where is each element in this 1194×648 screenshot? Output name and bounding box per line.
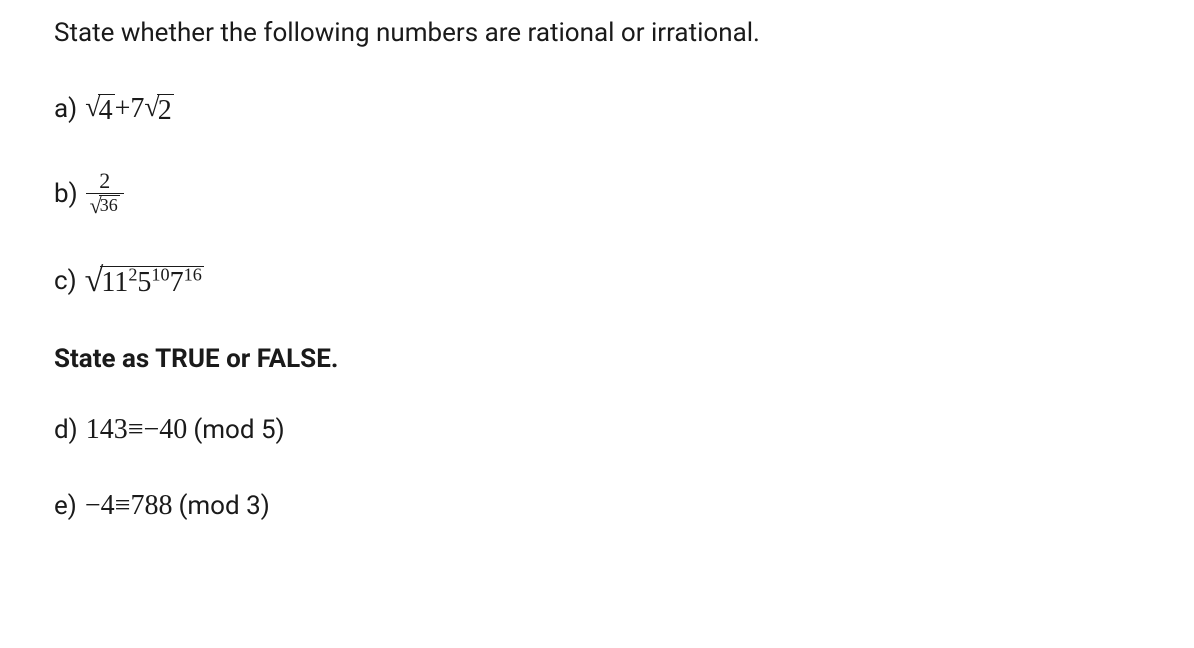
problem-c: c) √ 112510716: [54, 262, 1140, 300]
e-rhs: 788: [130, 490, 172, 522]
coefficient-7: 7: [130, 93, 144, 125]
d-mod-close: ): [276, 415, 285, 445]
problem-e: e) −4 ≡ 788 (mod 3): [54, 490, 1140, 522]
problem-e-expression: −4 ≡ 788 (mod 3): [85, 490, 270, 522]
problem-c-label: c): [54, 266, 77, 296]
sqrt-36: √36: [90, 194, 120, 218]
e-lhs: −4: [85, 490, 115, 522]
base-11: 11: [101, 267, 128, 298]
exp-16: 16: [184, 265, 202, 285]
e-mod-val: 3: [246, 491, 261, 521]
plus-sign: +: [115, 93, 131, 125]
problem-a-expression: √4 + 7 √2: [85, 92, 174, 125]
section-header-1: State whether the following numbers are …: [54, 18, 1140, 48]
problem-e-label: e): [54, 491, 77, 521]
problem-b: b) 2 √36: [54, 169, 1140, 218]
exp-10: 10: [151, 265, 169, 285]
sqrt-2: √2: [144, 92, 173, 125]
sqrt-4: √4: [85, 92, 114, 125]
base-5: 5: [137, 267, 151, 298]
d-lhs: 143: [86, 414, 128, 446]
d-rhs: −40: [144, 414, 188, 446]
sqrt-2-content: 2: [157, 94, 174, 127]
d-mod-open: (mod: [193, 415, 261, 445]
section-header-2: State as TRUE or FALSE.: [54, 344, 1140, 374]
fraction-denominator: √36: [86, 193, 124, 218]
d-mod-val: 5: [261, 415, 276, 445]
problem-d: d) 143 ≡ −40 (mod 5): [54, 414, 1140, 446]
sqrt-4-content: 4: [98, 94, 115, 127]
sqrt-product-content: 112510716: [100, 266, 203, 299]
d-mod: (mod 5): [193, 415, 284, 445]
problem-a-label: a): [54, 94, 77, 124]
e-mod: (mod 3): [178, 491, 269, 521]
sqrt-product: √ 112510716: [85, 262, 204, 300]
problem-a: a) √4 + 7 √2: [54, 92, 1140, 125]
fraction-numerator: 2: [95, 169, 114, 193]
problem-b-expression: 2 √36: [86, 169, 124, 218]
e-equiv: ≡: [115, 490, 131, 522]
problem-b-label: b): [54, 179, 78, 209]
d-equiv: ≡: [128, 414, 144, 446]
problem-c-expression: √ 112510716: [85, 262, 204, 300]
sqrt-36-content: 36: [99, 195, 120, 216]
base-7: 7: [170, 267, 184, 298]
e-mod-open: (mod: [178, 491, 246, 521]
fraction-2-over-sqrt36: 2 √36: [86, 169, 124, 218]
problem-d-label: d): [54, 415, 78, 445]
problem-d-expression: 143 ≡ −40 (mod 5): [86, 414, 285, 446]
e-mod-close: ): [261, 491, 270, 521]
